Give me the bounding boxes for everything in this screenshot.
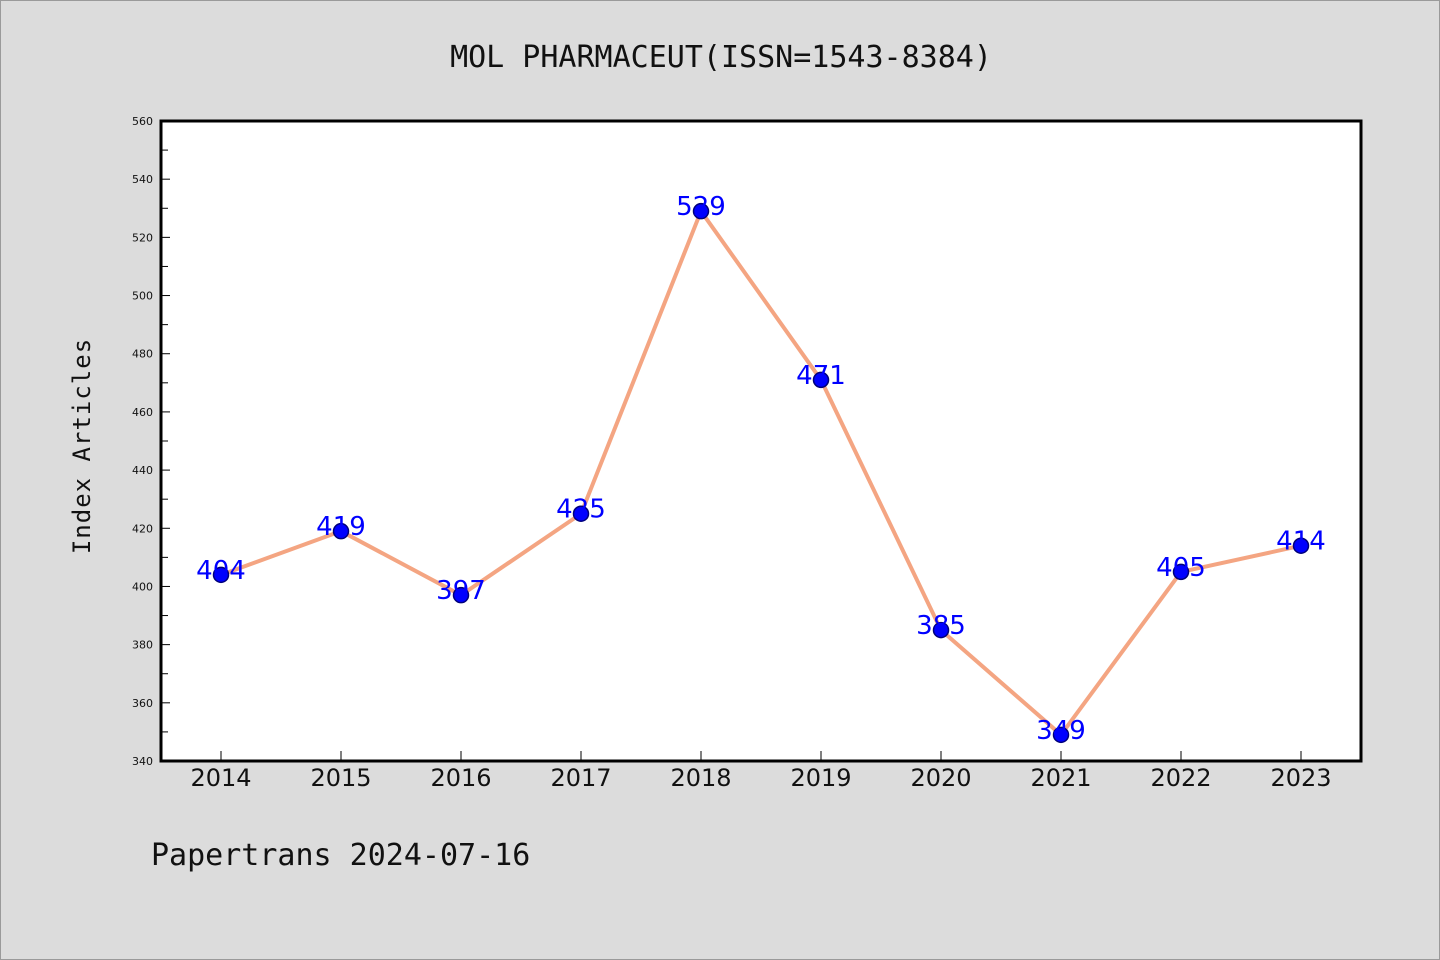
data-point-2023 bbox=[1292, 537, 1310, 554]
y-tick-label: 520 bbox=[132, 231, 153, 244]
data-point-2018 bbox=[692, 202, 710, 220]
data-label-2023: 414 bbox=[1276, 527, 1326, 557]
data-point-2016 bbox=[452, 586, 470, 604]
series-index-articles bbox=[212, 202, 1310, 744]
data-point-2017 bbox=[572, 505, 590, 522]
data-point-2020 bbox=[932, 621, 950, 639]
data-point-2021 bbox=[1052, 726, 1070, 744]
chart-title: MOL PHARMACEUT(ISSN=1543-8384) bbox=[450, 40, 992, 75]
data-label-2020: 385 bbox=[916, 611, 966, 641]
x-tick-label: 2020 bbox=[910, 764, 971, 792]
y-tick-label: 500 bbox=[132, 290, 153, 303]
series-line bbox=[219, 209, 1303, 737]
x-tick-label: 2018 bbox=[670, 764, 731, 792]
plot-area bbox=[159, 119, 1363, 763]
data-point-2019 bbox=[812, 371, 830, 389]
x-tick-label: 2019 bbox=[790, 764, 851, 792]
x-tick-label: 2014 bbox=[190, 764, 251, 792]
y-tick-label: 400 bbox=[132, 580, 153, 593]
data-label-2019: 471 bbox=[796, 361, 846, 391]
data-point-2022 bbox=[1172, 563, 1190, 581]
y-tick-label: 560 bbox=[132, 115, 153, 128]
data-label-2018: 529 bbox=[676, 192, 726, 222]
data-labels: 404 419 397 425 529 471 385 349 405 414 bbox=[196, 192, 1326, 746]
y-axis-label: Index Articles bbox=[68, 338, 96, 554]
x-axis: 2014 2015 2016 2017 2018 2019 2020 2021 2022 2023 bbox=[190, 751, 1332, 792]
data-label-2022: 405 bbox=[1156, 553, 1206, 583]
y-tick-label: 380 bbox=[132, 639, 153, 652]
x-tick-label: 2023 bbox=[1270, 764, 1331, 792]
data-label-2014: 404 bbox=[196, 556, 246, 586]
data-point-2015 bbox=[332, 522, 350, 540]
y-tick-label: 440 bbox=[132, 464, 153, 477]
x-tick-label: 2022 bbox=[1150, 764, 1211, 792]
x-tick-label: 2021 bbox=[1030, 764, 1091, 792]
x-tick-label: 2016 bbox=[430, 764, 491, 792]
data-label-2015: 419 bbox=[316, 512, 366, 542]
y-tick-label: 480 bbox=[132, 348, 153, 361]
x-tick-label: 2015 bbox=[310, 764, 371, 792]
data-point-2014 bbox=[212, 566, 230, 584]
footer-text: Papertrans 2024-07-16 bbox=[151, 838, 530, 873]
y-tick-label: 340 bbox=[132, 755, 153, 768]
data-label-2016: 397 bbox=[436, 576, 486, 606]
y-axis: 340 360 380 400 420 440 460 480 500 520 540 560 bbox=[132, 115, 170, 768]
y-tick-label: 360 bbox=[132, 697, 153, 710]
y-tick-label: 460 bbox=[132, 406, 153, 419]
data-label-2017: 425 bbox=[556, 495, 606, 525]
y-tick-label: 420 bbox=[132, 522, 153, 535]
y-tick-label: 540 bbox=[132, 173, 153, 186]
data-label-2021: 349 bbox=[1036, 716, 1086, 746]
x-tick-label: 2017 bbox=[550, 764, 611, 792]
